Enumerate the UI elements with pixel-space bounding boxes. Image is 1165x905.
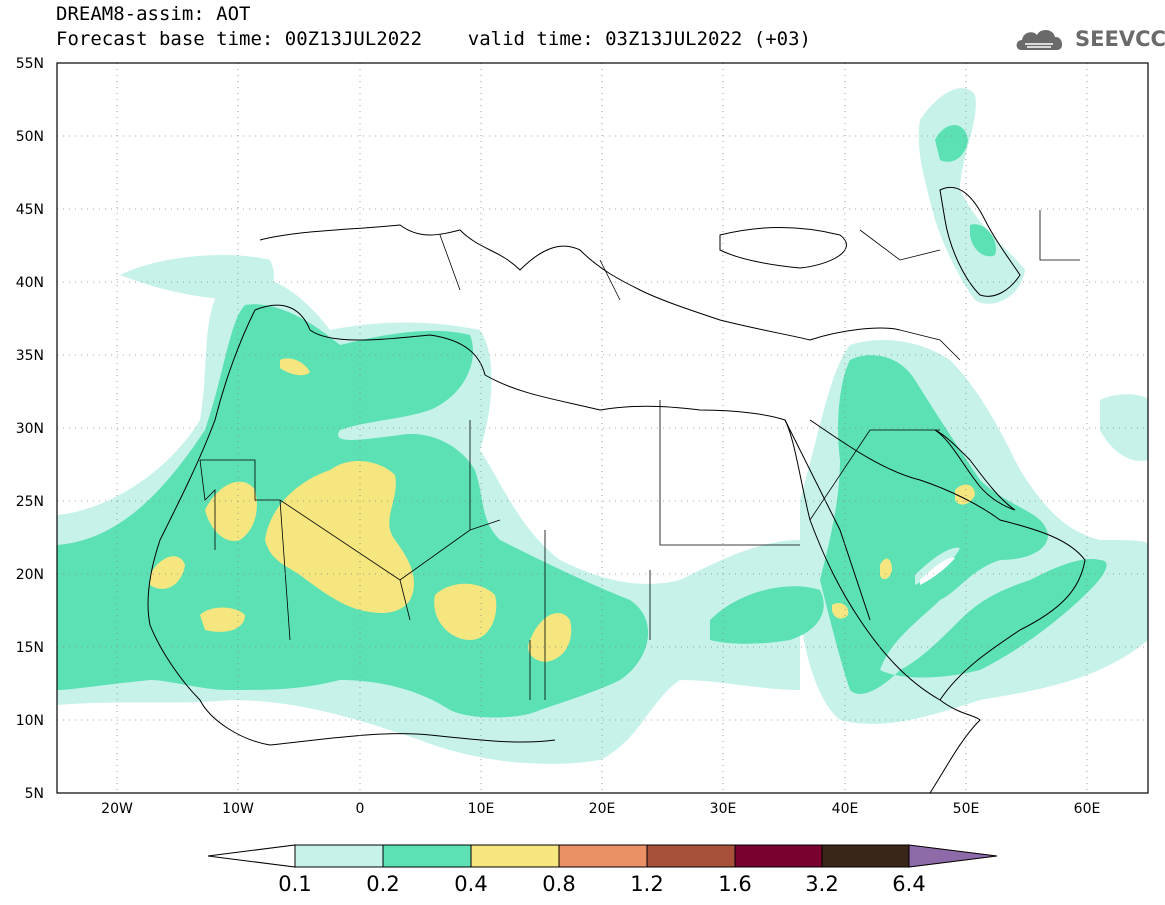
logo-text: SEEVCCC xyxy=(1075,27,1165,51)
colorbar-label: 0.8 xyxy=(542,872,575,896)
lat-tick-label: 20N xyxy=(16,567,44,583)
colorbar-labels: 0.1 0.2 0.4 0.8 1.2 1.6 3.2 6.4 xyxy=(278,872,925,896)
black-sea xyxy=(719,227,847,269)
aot-low-arabia-core xyxy=(920,557,955,585)
colorbar-swatch xyxy=(470,844,560,868)
aot-band-high-arabia xyxy=(832,558,892,619)
lat-tick-label: 35N xyxy=(16,348,44,364)
lon-tick-label: 20W xyxy=(101,801,133,817)
lat-tick-label: 55N xyxy=(16,56,44,72)
cloud-icon xyxy=(1016,29,1063,50)
colorbar-swatch xyxy=(821,844,910,868)
red-sea xyxy=(784,419,871,621)
lat-tick-label: 15N xyxy=(16,640,44,656)
aot-band-high-coast xyxy=(150,556,185,589)
colorbar-swatch xyxy=(382,844,472,868)
aot-contours xyxy=(57,88,1148,764)
chart-title: DREAM8-assim: AOT xyxy=(56,3,251,25)
lat-tick-label: 10N xyxy=(16,713,44,729)
lat-tick-label: 25N xyxy=(16,494,44,510)
lon-tick-label: 20E xyxy=(589,801,616,817)
aot-band-high-chad xyxy=(528,612,572,662)
lon-tick-label: 60E xyxy=(1074,801,1101,817)
colorbar-swatch xyxy=(207,844,296,868)
aot-band-light-iran xyxy=(1100,394,1148,461)
lon-tick-label: 0 xyxy=(356,801,365,817)
aot-band-high-gulf xyxy=(955,484,975,505)
aot-band-high-west xyxy=(205,481,257,541)
europe-coast xyxy=(259,224,901,341)
colorbar-label: 6.4 xyxy=(892,872,925,896)
aot-band-high-mali xyxy=(200,607,245,632)
colorbar xyxy=(207,844,998,868)
lon-tick-label: 40E xyxy=(832,801,859,817)
aot-band-high-sahara xyxy=(265,460,415,613)
aot-band-medium-east xyxy=(820,355,1107,694)
colorbar-swatch xyxy=(294,844,384,868)
lon-tick-label: 50E xyxy=(953,801,980,817)
lat-tick-label: 40N xyxy=(16,275,44,291)
lat-tick-label: 5N xyxy=(25,786,44,802)
colorbar-swatch xyxy=(646,844,736,868)
caspian xyxy=(939,186,1021,297)
lat-tick-label: 30N xyxy=(16,421,44,437)
national-borders xyxy=(199,210,1080,700)
aot-band-light-northwest xyxy=(120,255,274,300)
lat-tick-label: 50N xyxy=(16,129,44,145)
plot-frame xyxy=(56,62,1149,794)
aot-band-medium-africa-east xyxy=(710,586,824,644)
colorbar-label: 1.6 xyxy=(718,872,751,896)
arabia-coast xyxy=(809,419,1086,701)
lon-tick-label: 10W xyxy=(222,801,254,817)
lon-axis: 20W 10W 0 10E 20E 30E 40E 50E 60E xyxy=(101,801,1100,817)
forecast-time-line: Forecast base time: 00Z13JUL2022 valid t… xyxy=(56,28,811,50)
colorbar-label: 0.2 xyxy=(366,872,399,896)
aot-band-medium-caspian xyxy=(935,125,996,257)
aot-band-light-caspian xyxy=(918,88,1025,304)
africa-coast xyxy=(147,304,981,793)
colorbar-label: 0.1 xyxy=(278,872,311,896)
colorbar-label: 1.2 xyxy=(630,872,663,896)
aot-band-high-morocco xyxy=(280,358,310,376)
colorbar-label: 3.2 xyxy=(805,872,838,896)
persian-gulf xyxy=(934,429,1016,511)
lon-tick-label: 10E xyxy=(468,801,495,817)
colorbar-swatch xyxy=(908,844,998,868)
colorbar-swatch xyxy=(558,844,648,868)
lat-tick-label: 45N xyxy=(16,202,44,218)
colorbar-label: 0.4 xyxy=(454,872,487,896)
lon-tick-label: 30E xyxy=(710,801,737,817)
lat-axis: 55N 50N 45N 40N 35N 30N 25N 20N 15N 10N … xyxy=(16,56,44,802)
colorbar-swatch xyxy=(734,844,823,868)
coastlines xyxy=(147,186,1086,793)
